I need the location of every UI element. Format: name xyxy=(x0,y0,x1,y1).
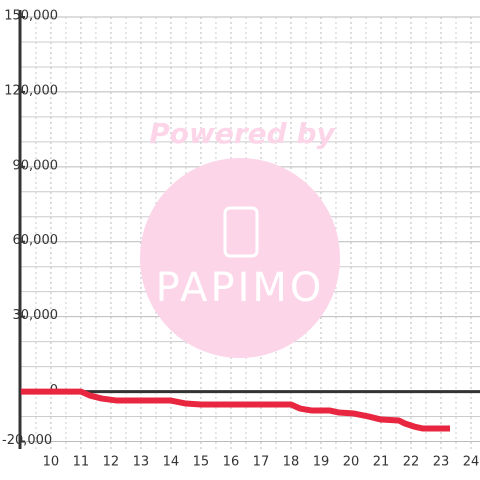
y-tick-label: 60,000 xyxy=(13,233,59,248)
watermark-phone xyxy=(223,206,259,258)
y-tick-label: 150,000 xyxy=(4,9,58,24)
watermark-logo: PAPIMO xyxy=(156,265,325,311)
y-tick-label: 120,000 xyxy=(4,83,58,98)
x-tick-label: 19 xyxy=(313,455,330,470)
y-tick-label: -20,000 xyxy=(2,433,52,448)
x-tick-label: 16 xyxy=(223,455,240,470)
line-series xyxy=(20,388,450,432)
x-tick-label: 22 xyxy=(403,455,420,470)
x-tick-label: 15 xyxy=(193,455,210,470)
x-tick-label: 21 xyxy=(373,455,390,470)
x-tick-label: 10 xyxy=(43,455,60,470)
watermark: Powered by PAPIMO xyxy=(140,117,340,358)
y-tick-label: 30,000 xyxy=(13,308,59,323)
x-tick-label: 13 xyxy=(133,455,150,470)
x-tick-label: 23 xyxy=(433,455,450,470)
x-tick-label: 18 xyxy=(283,455,300,470)
x-tick-label: 24 xyxy=(463,455,480,470)
x-tick-label: 14 xyxy=(163,455,180,470)
x-tick-label: 17 xyxy=(253,455,270,470)
watermark-circle xyxy=(140,158,340,358)
x-tick-label: 12 xyxy=(103,455,120,470)
watermark-top: Powered by xyxy=(149,117,336,150)
x-tick-label: 20 xyxy=(343,455,360,470)
x-tick-label: 11 xyxy=(73,455,90,470)
y-tick-label: 90,000 xyxy=(13,158,59,173)
